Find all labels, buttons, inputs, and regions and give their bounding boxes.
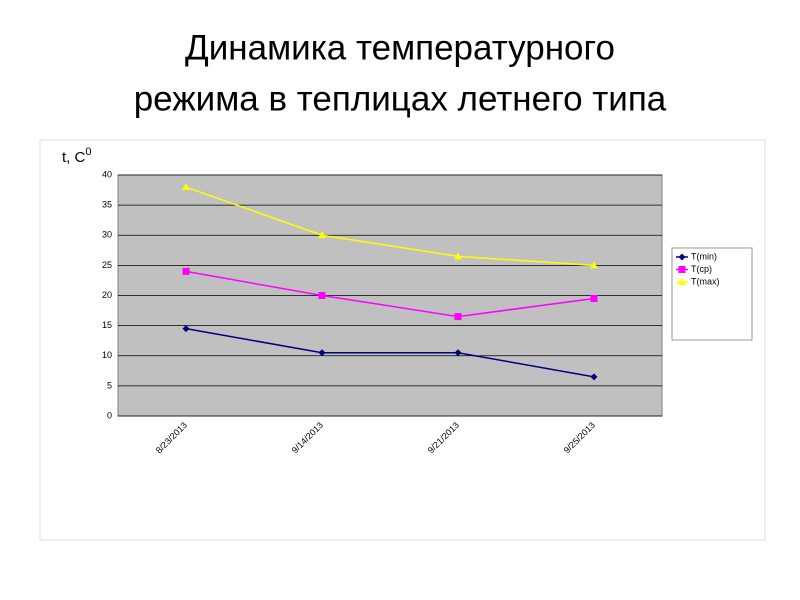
y-tick-label: 35: [102, 200, 112, 210]
data-point: [318, 292, 326, 299]
y-tick-label: 0: [107, 410, 112, 420]
series-line: [185, 270, 595, 318]
series-line: [185, 186, 595, 267]
y-tick-label: 10: [102, 350, 112, 360]
data-point: [182, 183, 190, 191]
y-tick-label: 20: [102, 290, 112, 300]
legend-label: T(max): [691, 276, 720, 286]
title-line: Динамика температурного: [185, 28, 615, 67]
legend-label: T(min): [691, 251, 717, 261]
legend-marker: [678, 278, 686, 285]
data-point: [318, 231, 326, 239]
data-point: [454, 313, 462, 321]
legend-marker: [678, 266, 686, 273]
title-line: режима в теплицах летнего типа: [134, 79, 667, 118]
data-point: [454, 349, 462, 357]
series-line: [185, 327, 595, 378]
data-point: [590, 373, 598, 381]
data-point: [182, 267, 190, 275]
data-point: [318, 349, 326, 357]
legend-marker: [678, 253, 686, 261]
legend-label: T(cp): [691, 264, 712, 274]
data-point: [454, 252, 462, 260]
data-point: [590, 295, 598, 303]
y-tick-label: 25: [102, 260, 112, 270]
data-point: [182, 325, 190, 333]
y-tick-label: 30: [102, 230, 112, 240]
y-tick-label: 40: [102, 169, 112, 179]
data-point: [590, 261, 598, 269]
y-axis-label: t, C0: [62, 146, 91, 166]
y-tick-label: 5: [107, 380, 112, 390]
y-tick-label: 15: [102, 320, 112, 330]
legend-box: [671, 247, 753, 341]
